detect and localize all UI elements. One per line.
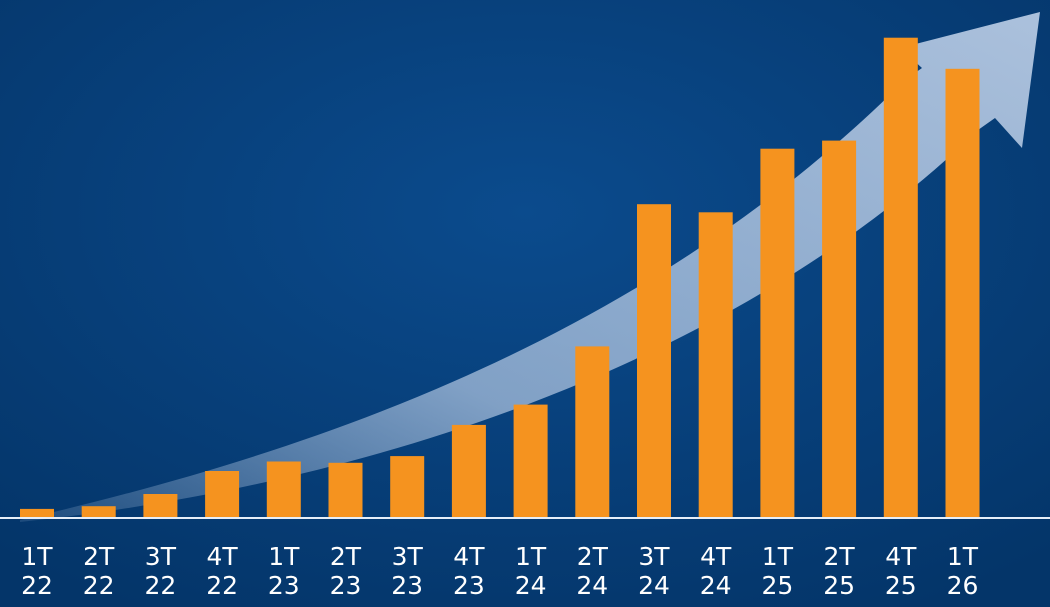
bar-3 <box>205 471 240 517</box>
x-tick-label-quarter: 1T <box>515 542 547 571</box>
x-tick-label-quarter: 4T <box>207 542 239 571</box>
x-tick-label-quarter: 2T <box>577 542 609 571</box>
x-tick-label-quarter: 4T <box>453 542 485 571</box>
x-tick-label-year: 25 <box>823 571 855 600</box>
bar-4 <box>266 461 301 517</box>
x-tick-label-quarter: 1T <box>947 542 979 571</box>
x-tick-label-year: 24 <box>576 571 608 600</box>
x-tick-label-year: 23 <box>453 571 485 600</box>
x-tick-label-0: 1T 22 <box>21 542 53 600</box>
x-tick-label-quarter: 1T <box>21 542 53 571</box>
x-tick-label-13: 2T 25 <box>823 542 855 600</box>
bar-12 <box>760 148 795 517</box>
bar-6 <box>390 456 425 517</box>
x-tick-label-year: 23 <box>330 571 362 600</box>
x-tick-label-14: 4T 25 <box>885 542 917 600</box>
x-tick-label-year: 26 <box>947 571 979 600</box>
bar-15 <box>945 68 980 518</box>
x-tick-label-15: 1T 26 <box>947 542 979 600</box>
x-tick-label-year: 25 <box>761 571 793 600</box>
x-tick-label-year: 24 <box>638 571 670 600</box>
bar-13 <box>822 140 857 517</box>
bar-11 <box>698 212 733 518</box>
x-tick-label-1: 2T 22 <box>83 542 115 600</box>
x-tick-label-quarter: 4T <box>885 542 917 571</box>
bar-14 <box>883 37 918 517</box>
bar-1 <box>81 506 116 517</box>
x-tick-label-quarter: 2T <box>330 542 362 571</box>
x-tick-label-quarter: 1T <box>268 542 300 571</box>
x-tick-label-3: 4T 22 <box>206 542 238 600</box>
x-tick-label-year: 25 <box>885 571 917 600</box>
x-tick-label-quarter: 4T <box>700 542 732 571</box>
x-tick-label-7: 4T 23 <box>453 542 485 600</box>
x-tick-label-quarter: 2T <box>83 542 115 571</box>
bar-7 <box>451 424 486 517</box>
x-tick-label-year: 22 <box>83 571 115 600</box>
x-tick-label-6: 3T 23 <box>391 542 423 600</box>
bar-10 <box>637 204 671 517</box>
x-tick-label-5: 2T 23 <box>330 542 362 600</box>
x-tick-label-year: 22 <box>21 571 53 600</box>
x-tick-label-year: 24 <box>515 571 547 600</box>
x-tick-label-11: 4T 24 <box>700 542 732 600</box>
bars-group <box>20 37 980 518</box>
x-tick-label-quarter: 1T <box>762 542 794 571</box>
x-tick-label-year: 22 <box>144 571 176 600</box>
x-tick-label-year: 22 <box>206 571 238 600</box>
x-tick-label-quarter: 3T <box>638 542 670 571</box>
x-tick-label-12: 1T 25 <box>761 542 793 600</box>
x-tick-label-8: 1T 24 <box>515 542 547 600</box>
x-tick-label-9: 2T 24 <box>576 542 608 600</box>
x-tick-label-year: 24 <box>700 571 732 600</box>
bar-2 <box>143 494 178 517</box>
x-tick-label-quarter: 3T <box>392 542 424 571</box>
x-tick-label-year: 23 <box>391 571 423 600</box>
bar-8 <box>513 404 548 517</box>
bar-0 <box>20 508 54 517</box>
x-tick-label-4: 1T 23 <box>268 542 300 600</box>
x-tick-label-10: 3T 24 <box>638 542 670 600</box>
x-tick-label-quarter: 2T <box>824 542 856 571</box>
growth-arrow-icon <box>20 12 1040 522</box>
bar-9 <box>575 346 610 517</box>
x-tick-label-year: 23 <box>268 571 300 600</box>
bar-5 <box>328 462 363 517</box>
x-tick-label-quarter: 3T <box>145 542 177 571</box>
x-tick-label-2: 3T 22 <box>144 542 176 600</box>
